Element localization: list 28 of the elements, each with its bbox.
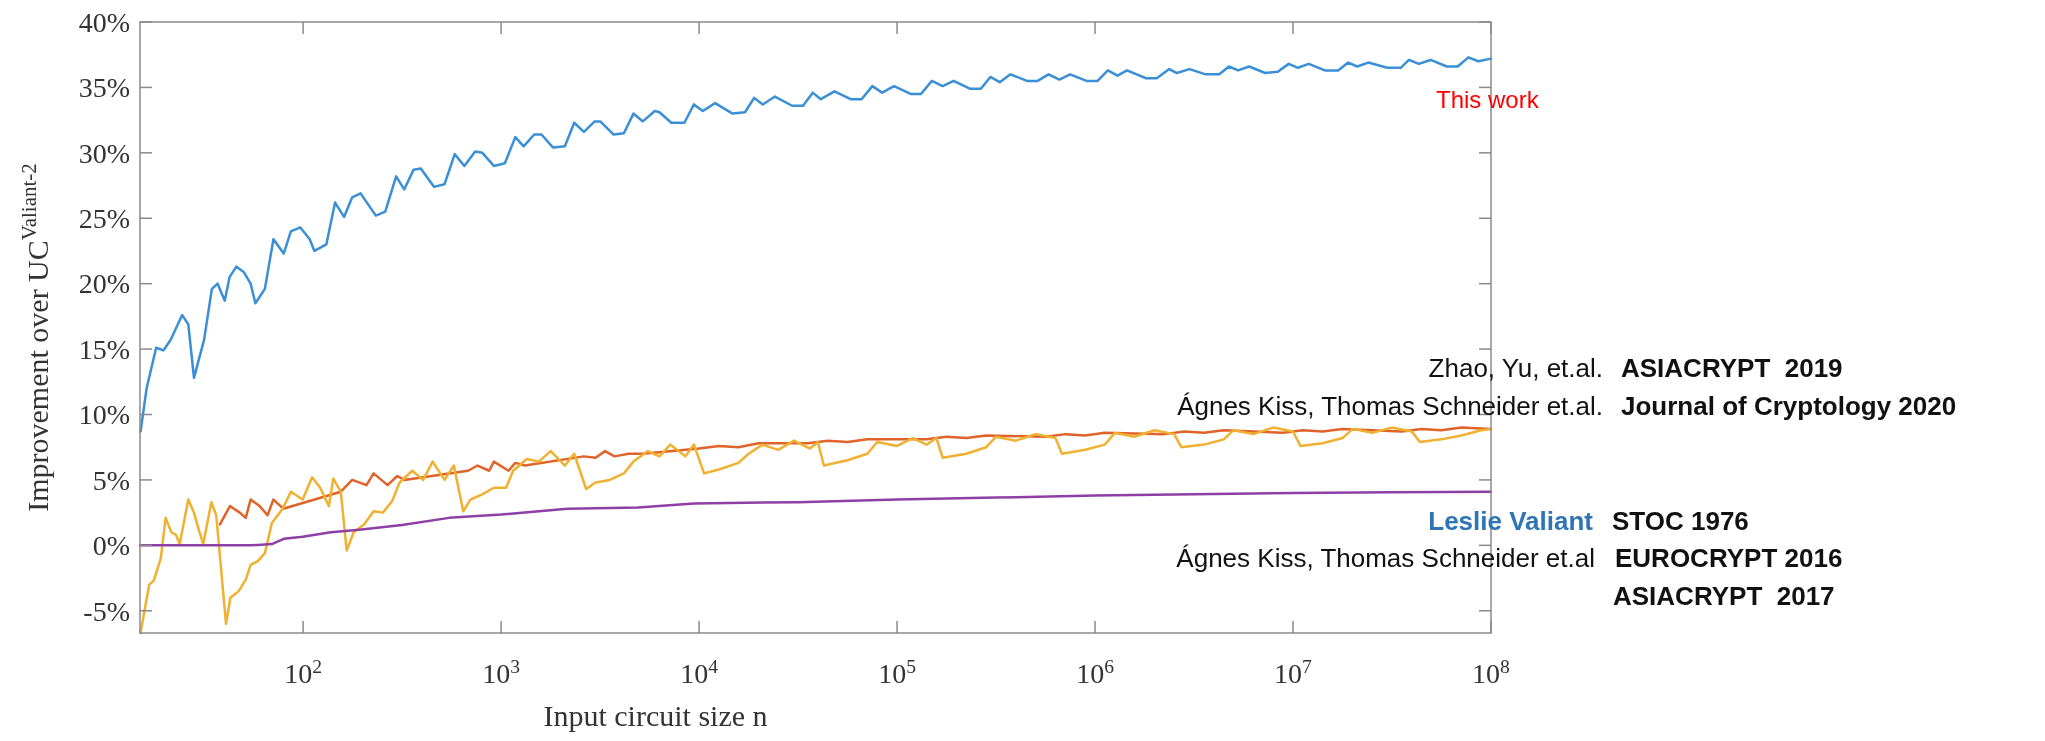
annotation: Ágnes Kiss, Thomas Schneider et.al (1176, 543, 1595, 574)
annotation: Ágnes Kiss, Thomas Schneider et.al. (1177, 391, 1603, 422)
x-tick-label: 10$^{5}$ (878, 655, 917, 689)
x-axis-title: Input circuit size n (543, 699, 768, 732)
text: Journal of Cryptology 2020 (1621, 391, 1957, 422)
y-tick-label: 30% (78, 137, 130, 169)
y-tick-label: 5% (92, 464, 130, 496)
text: EUROCRYPT 2016 (1615, 543, 1843, 574)
annotation: Leslie Valiant (1428, 506, 1594, 537)
x-tick-label: 10$^{3}$ (482, 655, 521, 689)
y-tick-label: -5% (83, 595, 130, 627)
y-tick-label: 0% (92, 530, 130, 562)
y-tick-label: 35% (78, 72, 130, 104)
text: ASIACRYPT 2017 (1613, 581, 1835, 612)
text: ASIACRYPT 2019 (1621, 353, 1843, 384)
y-tick-label: 10% (78, 399, 130, 431)
annotation: Zhao, Yu, et.al. (1428, 353, 1603, 384)
y-tick-label: 40% (78, 6, 130, 38)
x-tick-label: 10$^{6}$ (1076, 655, 1115, 689)
y-tick-label: 15% (78, 333, 130, 365)
x-tick-label: 10$^{4}$ (680, 655, 719, 689)
x-tick-label: 10$^{2}$ (284, 655, 323, 689)
annotation: This work (1436, 86, 1540, 114)
text: STOC 1976 (1612, 506, 1749, 537)
y-tick-label: 25% (78, 203, 130, 235)
y-tick-label: 20% (78, 268, 130, 300)
x-tick-label: 10$^{7}$ (1274, 655, 1313, 689)
x-tick-label: 10$^{8}$ (1472, 655, 1511, 689)
